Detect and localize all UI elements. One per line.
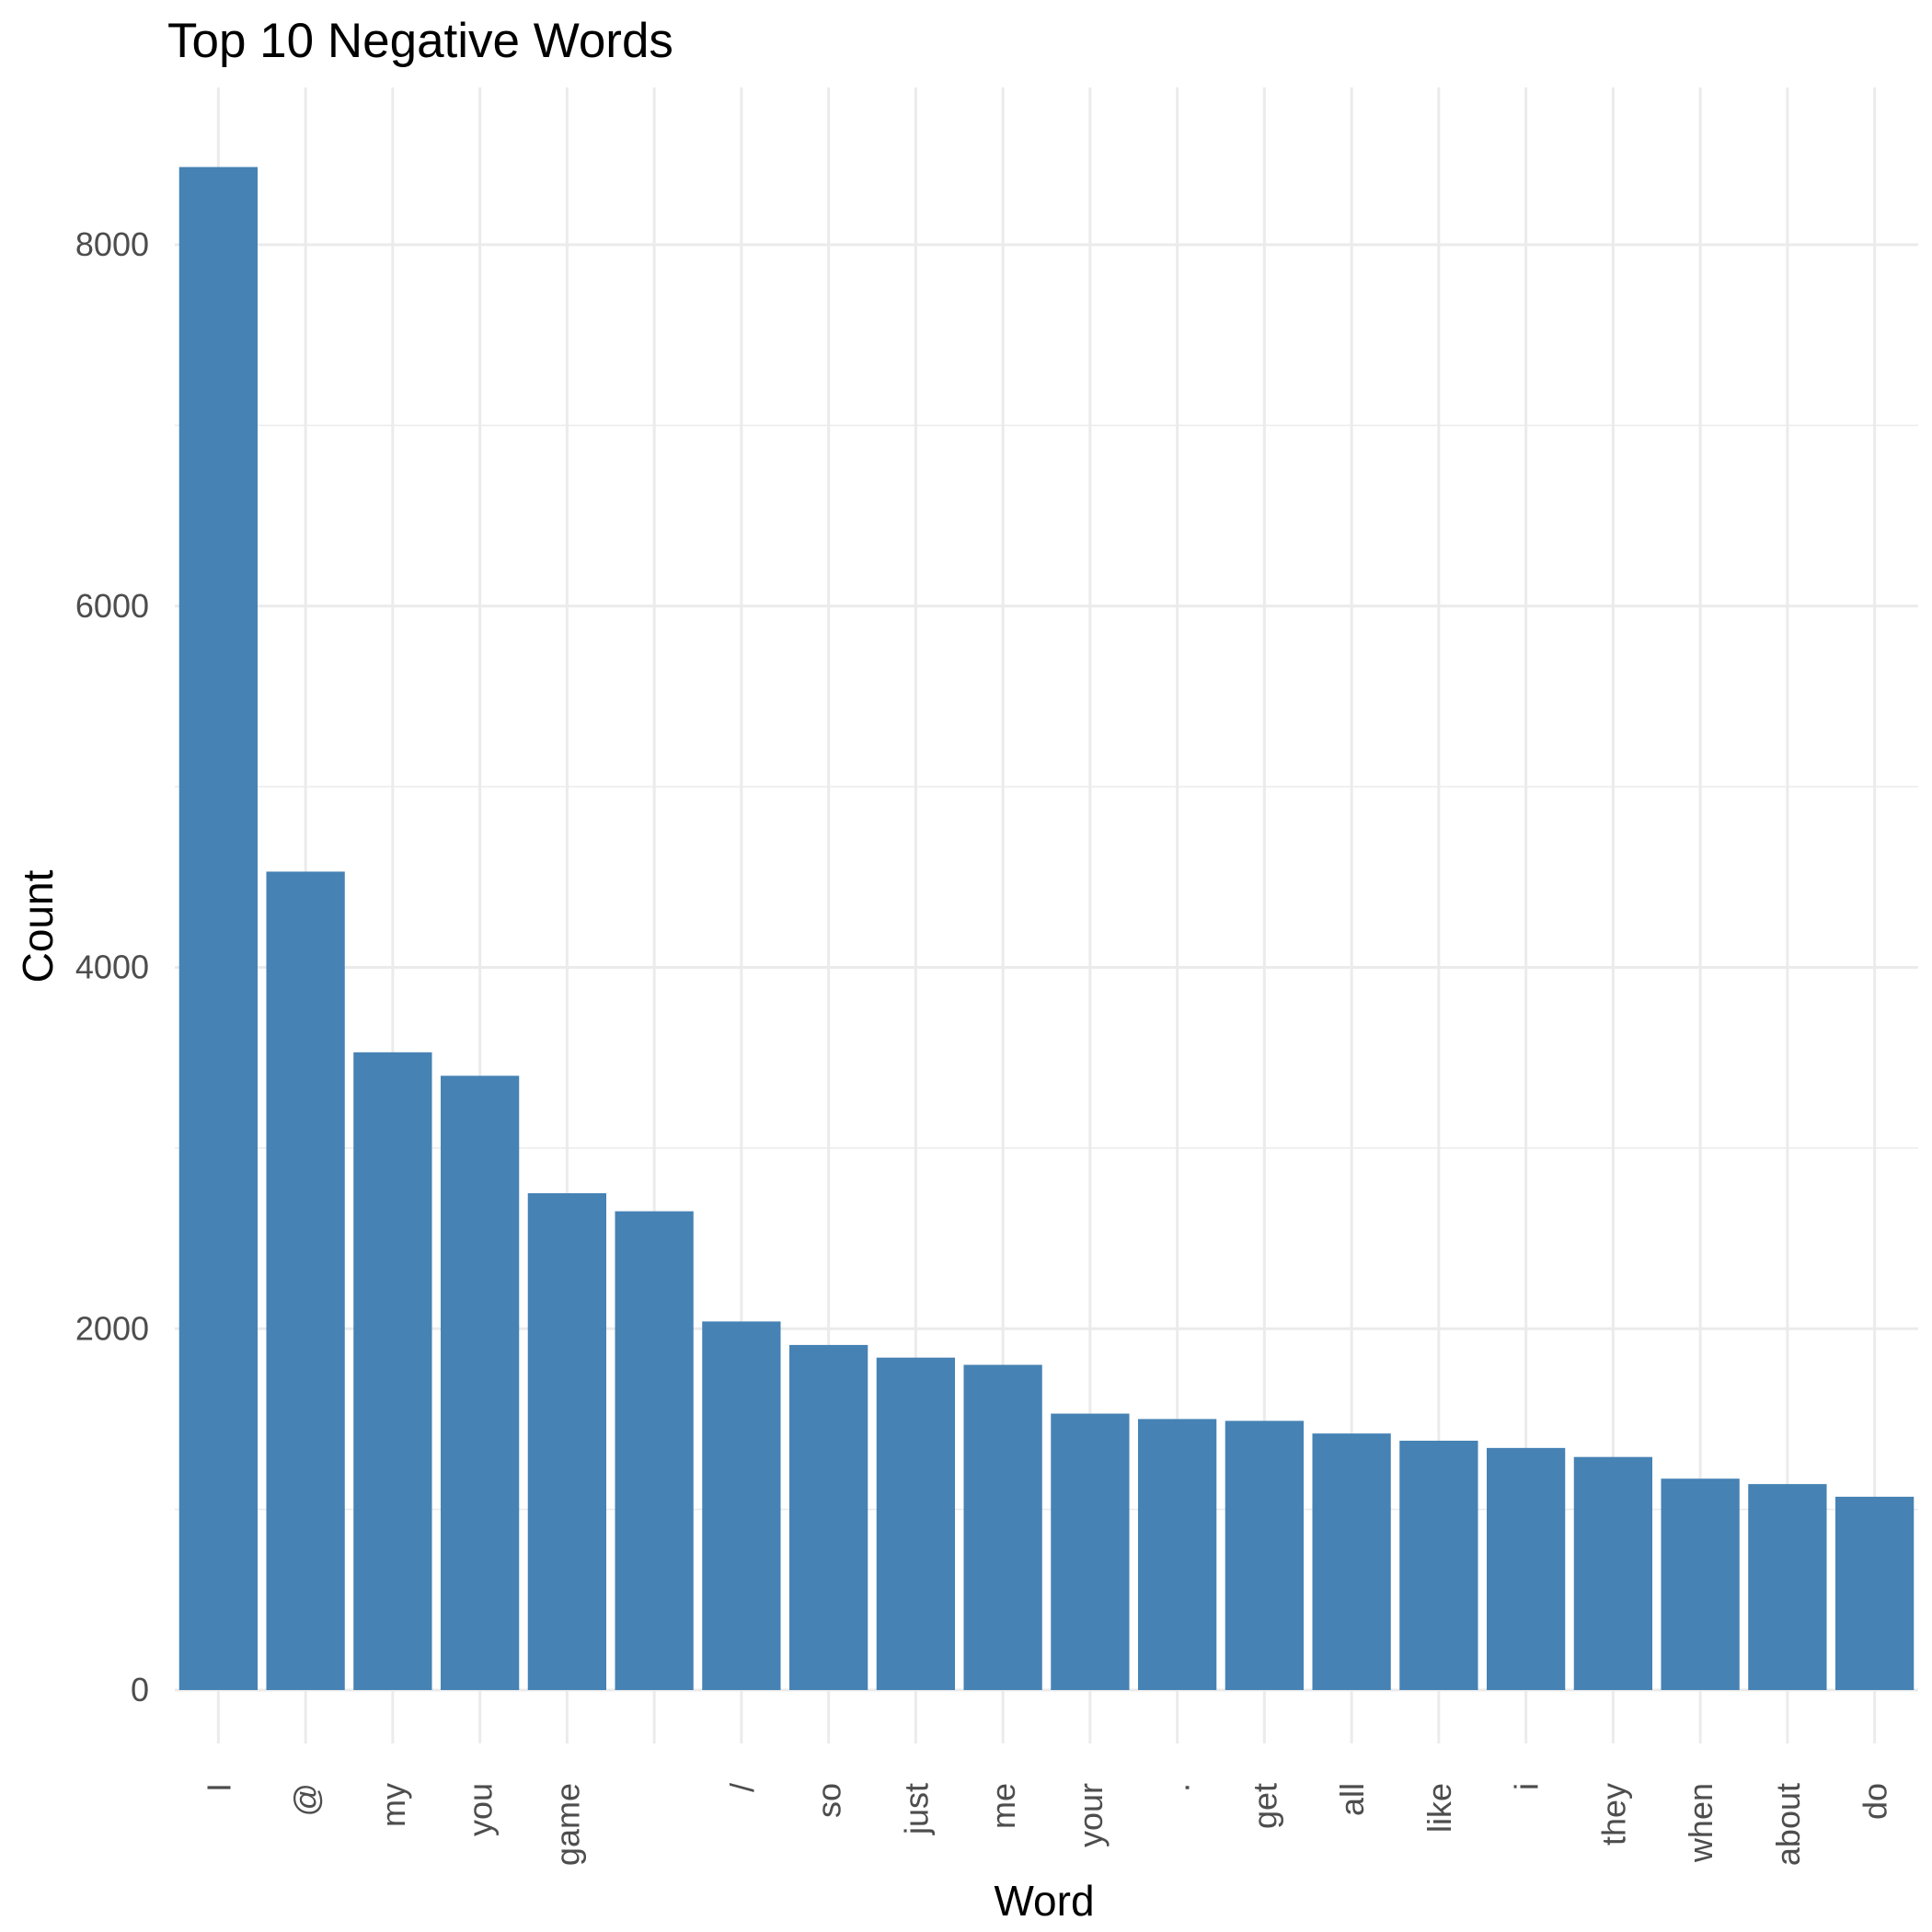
x-tick-label: they	[1594, 1783, 1632, 1846]
x-tick-label: @	[287, 1783, 325, 1817]
bar	[1486, 1447, 1566, 1690]
y-axis-title: Count	[14, 869, 62, 983]
bar	[963, 1364, 1042, 1690]
x-tick-label: get	[1246, 1783, 1283, 1829]
y-tick-label: 4000	[75, 949, 149, 986]
x-tick-label: game	[548, 1783, 586, 1866]
bar	[1748, 1484, 1827, 1690]
bar	[615, 1211, 694, 1690]
bar	[1137, 1419, 1217, 1690]
bar	[266, 871, 345, 1690]
bar	[1834, 1496, 1915, 1690]
x-tick-label: like	[1420, 1783, 1458, 1833]
x-tick-label: my	[374, 1783, 412, 1827]
x-tick-label: .	[1159, 1783, 1197, 1792]
chart-title: Top 10 Negative Words	[167, 14, 673, 68]
bar	[440, 1075, 520, 1690]
x-tick-label: all	[1333, 1783, 1371, 1816]
y-tick-label: 8000	[75, 225, 149, 263]
x-tick-label: about	[1769, 1783, 1807, 1866]
bar	[178, 167, 259, 1691]
x-tick-label: just	[897, 1783, 935, 1835]
y-tick-label: 2000	[75, 1309, 149, 1347]
x-axis-title: Word	[994, 1877, 1094, 1925]
y-tick-label: 0	[131, 1671, 149, 1708]
bar	[1661, 1478, 1740, 1690]
y-tick-label: 6000	[75, 587, 149, 625]
x-tick-label: you	[462, 1783, 500, 1836]
x-tick-label: I	[200, 1783, 237, 1792]
x-tick-label: so	[811, 1783, 848, 1818]
bar	[1051, 1413, 1130, 1690]
bar	[1573, 1456, 1653, 1690]
x-tick-labels: I @ my you game / so just me your. get all like i they…	[200, 1783, 1893, 1866]
bar	[1312, 1433, 1391, 1690]
bar	[1225, 1420, 1305, 1690]
x-tick-label: i	[1508, 1783, 1546, 1790]
y-tick-labels: 0 2000 4000 6000 8000	[75, 225, 149, 1708]
bar	[876, 1357, 956, 1690]
bar	[788, 1344, 868, 1690]
x-tick-label: me	[984, 1783, 1022, 1829]
bar	[353, 1052, 432, 1690]
bar	[527, 1192, 607, 1690]
bar	[702, 1321, 781, 1690]
x-tick-label: /	[723, 1783, 761, 1792]
grid-lines	[175, 87, 1918, 1743]
x-tick-label: when	[1682, 1783, 1719, 1863]
x-tick-label: do	[1857, 1783, 1894, 1820]
bars	[178, 167, 1915, 1691]
bar	[1399, 1441, 1478, 1690]
x-tick-label: your	[1072, 1783, 1110, 1847]
